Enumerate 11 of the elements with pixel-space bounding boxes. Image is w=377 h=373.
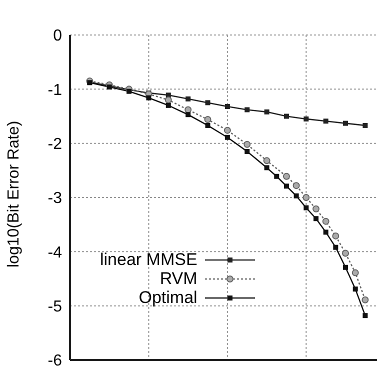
y-tick-label: -1 bbox=[48, 82, 62, 99]
y-axis-title: log10(Bit Error Rate) bbox=[6, 120, 23, 268]
legend-label: Optimal bbox=[138, 288, 198, 308]
legend-label: linear MMSE bbox=[100, 250, 198, 270]
y-tick-label: -6 bbox=[48, 352, 62, 370]
y-tick-label: 0 bbox=[53, 28, 62, 45]
legend-label: RVM bbox=[160, 268, 198, 288]
y-tick-label: -4 bbox=[48, 244, 62, 262]
y-tick-label: -3 bbox=[48, 190, 62, 208]
y-tick-label: -2 bbox=[48, 136, 62, 154]
y-tick-label: -5 bbox=[48, 298, 62, 316]
